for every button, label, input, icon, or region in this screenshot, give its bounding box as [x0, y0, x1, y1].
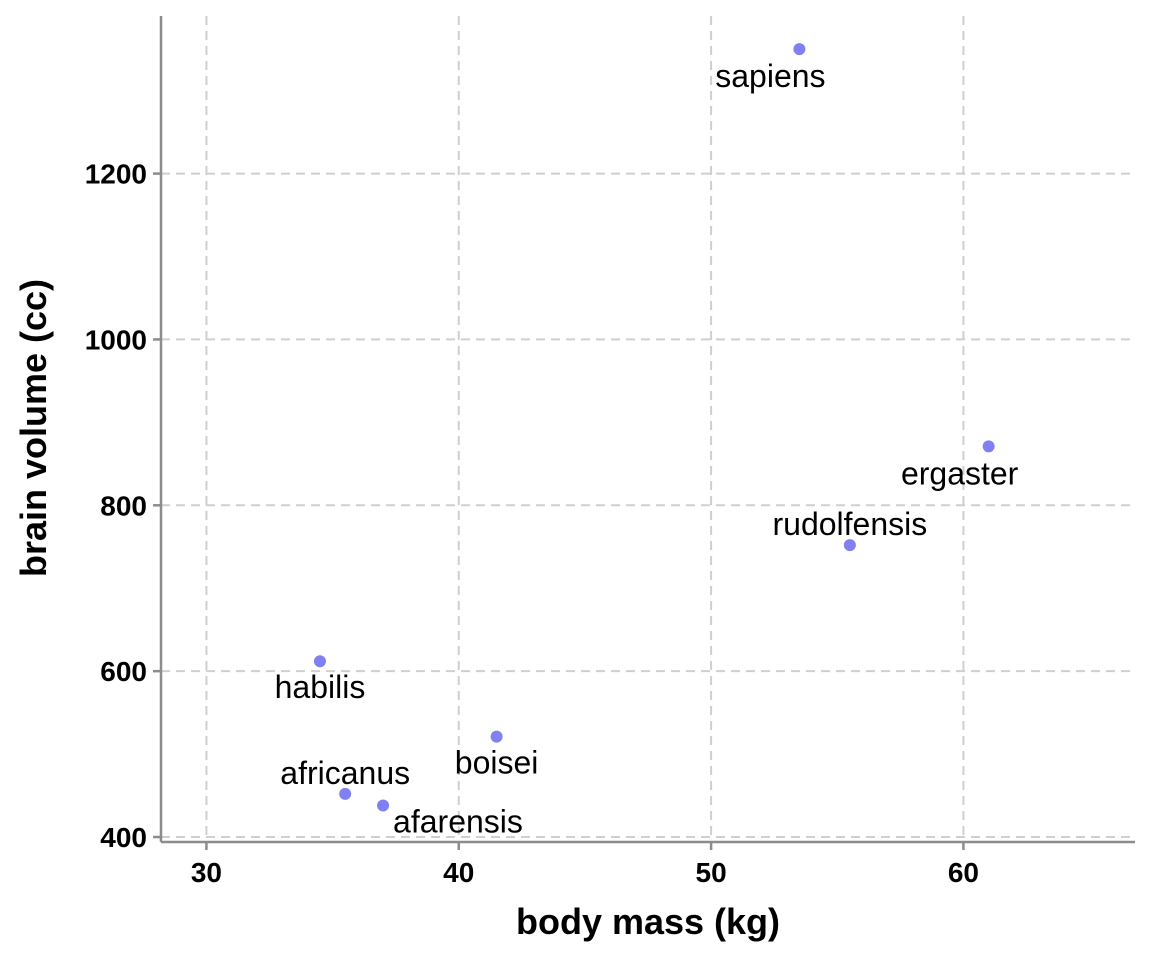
y-tick-label-1200: 1200: [85, 159, 147, 190]
data-point-africanus: [339, 787, 352, 800]
x-tick-label-50: 50: [696, 857, 727, 888]
data-points: [313, 43, 995, 812]
y-axis-title: brain volume (cc): [13, 279, 54, 577]
point-label-habilis: habilis: [275, 669, 366, 705]
y-tick-label-400: 400: [100, 822, 147, 853]
x-tick-label-30: 30: [191, 857, 222, 888]
point-label-sapiens: sapiens: [715, 58, 825, 94]
data-point-ergaster: [982, 440, 995, 453]
point-label-africanus: africanus: [280, 755, 410, 791]
axes: [153, 16, 1135, 850]
point-label-afarensis: afarensis: [393, 804, 523, 840]
x-tick-label-40: 40: [443, 857, 474, 888]
data-point-afarensis: [377, 799, 390, 812]
data-point-rudolfensis: [843, 539, 856, 552]
point-labels: afarensis africanus habilis boisei rudolfens…: [275, 58, 1019, 839]
point-label-boisei: boisei: [455, 745, 539, 781]
y-tick-label-1000: 1000: [85, 324, 147, 355]
point-label-ergaster: ergaster: [901, 455, 1019, 491]
data-point-habilis: [313, 655, 326, 668]
gridlines: [161, 16, 1135, 842]
tick-labels: 30 40 50 60 400 600 800 1000 1200: [85, 159, 979, 888]
x-axis-title: body mass (kg): [516, 901, 780, 942]
point-label-rudolfensis: rudolfensis: [772, 506, 927, 542]
data-point-sapiens: [793, 43, 806, 56]
data-point-boisei: [490, 730, 503, 743]
x-tick-label-60: 60: [948, 857, 979, 888]
y-tick-label-800: 800: [100, 490, 147, 521]
y-tick-label-600: 600: [100, 656, 147, 687]
